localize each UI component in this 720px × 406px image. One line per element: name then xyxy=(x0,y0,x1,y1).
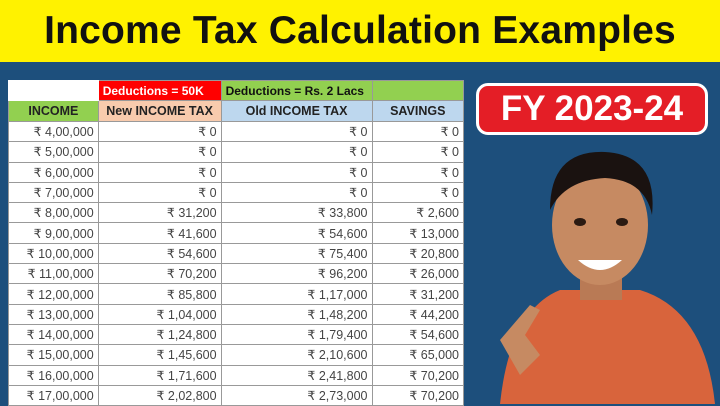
income-cell: ₹ 16,00,000 xyxy=(8,364,99,386)
new-tax-cell: ₹ 0 xyxy=(97,161,222,183)
old-tax-cell: ₹ 54,600 xyxy=(220,222,373,244)
new-tax-cell: ₹ 54,600 xyxy=(97,242,222,265)
presenter-photo xyxy=(500,151,715,404)
hair xyxy=(550,151,653,215)
new-tax-cell: ₹ 41,600 xyxy=(97,222,222,244)
income-cell: ₹ 13,00,000 xyxy=(8,303,99,325)
income-cell: ₹ 9,00,000 xyxy=(8,222,99,244)
new-tax-cell: ₹ 85,800 xyxy=(97,283,222,305)
old-tax-cell: ₹ 2,41,800 xyxy=(220,364,373,386)
income-cell: ₹ 17,00,000 xyxy=(8,384,99,406)
header-income: INCOME xyxy=(8,100,99,122)
table-row: ₹ 6,00,000 ₹ 0 ₹ 0 ₹ 0 xyxy=(8,161,464,183)
table-row: ₹ 9,00,000 ₹ 41,600 ₹ 54,600 ₹ 13,000 xyxy=(8,222,464,244)
savings-cell: ₹ 70,200 xyxy=(371,384,464,406)
title-banner: Income Tax Calculation Examples xyxy=(0,0,720,62)
savings-cell: ₹ 0 xyxy=(371,120,464,143)
new-tax-cell: ₹ 70,200 xyxy=(97,263,222,285)
old-tax-cell: ₹ 2,73,000 xyxy=(220,384,373,406)
new-tax-cell: ₹ 0 xyxy=(97,181,222,204)
fy-badge: FY 2023-24 xyxy=(476,83,708,135)
savings-cell: ₹ 70,200 xyxy=(371,364,464,386)
header-old-tax: Old INCOME TAX xyxy=(220,100,373,122)
savings-cell: ₹ 65,000 xyxy=(371,344,464,366)
income-cell: ₹ 6,00,000 xyxy=(8,161,99,183)
old-tax-cell: ₹ 0 xyxy=(220,161,373,183)
old-tax-cell: ₹ 1,79,400 xyxy=(220,323,373,346)
new-tax-cell: ₹ 1,04,000 xyxy=(97,303,222,325)
old-tax-cell: ₹ 0 xyxy=(220,181,373,204)
header-row: INCOME New INCOME TAX Old INCOME TAX SAV… xyxy=(8,100,464,122)
savings-cell: ₹ 44,200 xyxy=(371,303,464,325)
header-new-tax: New INCOME TAX xyxy=(97,100,222,122)
new-tax-cell: ₹ 31,200 xyxy=(97,202,222,224)
header-savings: SAVINGS xyxy=(371,100,464,122)
savings-cell: ₹ 26,000 xyxy=(371,263,464,285)
old-tax-cell: ₹ 0 xyxy=(220,141,373,163)
new-tax-cell: ₹ 1,71,600 xyxy=(97,364,222,386)
new-tax-cell: ₹ 1,45,600 xyxy=(97,344,222,366)
shirt xyxy=(500,290,715,404)
savings-cell: ₹ 31,200 xyxy=(371,283,464,305)
pointing-hand xyxy=(500,305,540,375)
savings-cell: ₹ 20,800 xyxy=(371,242,464,265)
new-tax-cell: ₹ 0 xyxy=(97,120,222,143)
new-tax-cell: ₹ 2,02,800 xyxy=(97,384,222,406)
old-tax-cell: ₹ 1,17,000 xyxy=(220,283,373,305)
savings-cell: ₹ 0 xyxy=(371,181,464,204)
savings-cell: ₹ 0 xyxy=(371,141,464,163)
old-tax-cell: ₹ 2,10,600 xyxy=(220,344,373,366)
page-title: Income Tax Calculation Examples xyxy=(44,9,676,52)
income-cell: ₹ 15,00,000 xyxy=(8,344,99,366)
old-tax-cell: ₹ 0 xyxy=(220,120,373,143)
table-row: ₹ 17,00,000 ₹ 2,02,800 ₹ 2,73,000 ₹ 70,200 xyxy=(8,384,464,406)
table-row: ₹ 5,00,000 ₹ 0 ₹ 0 ₹ 0 xyxy=(8,141,464,163)
income-cell: ₹ 8,00,000 xyxy=(8,202,99,224)
table-row: ₹ 14,00,000 ₹ 1,24,800 ₹ 1,79,400 ₹ 54,600 xyxy=(8,323,464,346)
table-row: ₹ 4,00,000 ₹ 0 ₹ 0 ₹ 0 xyxy=(8,120,464,143)
blank-green-cell xyxy=(371,80,464,101)
table-row: ₹ 10,00,000 ₹ 54,600 ₹ 75,400 ₹ 20,800 xyxy=(8,242,464,265)
old-tax-cell: ₹ 33,800 xyxy=(220,202,373,224)
old-tax-cell: ₹ 96,200 xyxy=(220,263,373,285)
new-tax-cell: ₹ 0 xyxy=(97,141,222,163)
income-cell: ₹ 7,00,000 xyxy=(8,181,99,204)
deductions-row: Deductions = 50K Deductions = Rs. 2 Lacs xyxy=(8,80,464,101)
table-row: ₹ 13,00,000 ₹ 1,04,000 ₹ 1,48,200 ₹ 44,200 xyxy=(8,303,464,325)
table-row: ₹ 7,00,000 ₹ 0 ₹ 0 ₹ 0 xyxy=(8,181,464,204)
income-cell: ₹ 10,00,000 xyxy=(8,242,99,265)
savings-cell: ₹ 2,600 xyxy=(371,202,464,224)
table-row: ₹ 8,00,000 ₹ 31,200 ₹ 33,800 ₹ 2,600 xyxy=(8,202,464,224)
blank-cell xyxy=(8,80,99,101)
table-row: ₹ 16,00,000 ₹ 1,71,600 ₹ 2,41,800 ₹ 70,200 xyxy=(8,364,464,386)
savings-cell: ₹ 54,600 xyxy=(371,323,464,346)
face xyxy=(552,165,648,285)
table-row: ₹ 11,00,000 ₹ 70,200 ₹ 96,200 ₹ 26,000 xyxy=(8,263,464,285)
old-tax-cell: ₹ 1,48,200 xyxy=(220,303,373,325)
savings-cell: ₹ 0 xyxy=(371,161,464,183)
income-cell: ₹ 12,00,000 xyxy=(8,283,99,305)
tax-table: Deductions = 50K Deductions = Rs. 2 Lacs… xyxy=(8,80,464,406)
income-cell: ₹ 11,00,000 xyxy=(8,263,99,285)
savings-cell: ₹ 13,000 xyxy=(371,222,464,244)
deductions-old: Deductions = Rs. 2 Lacs xyxy=(220,80,373,101)
table-row: ₹ 15,00,000 ₹ 1,45,600 ₹ 2,10,600 ₹ 65,000 xyxy=(8,344,464,366)
old-tax-cell: ₹ 75,400 xyxy=(220,242,373,265)
income-cell: ₹ 5,00,000 xyxy=(8,141,99,163)
smile xyxy=(578,260,622,270)
table-row: ₹ 12,00,000 ₹ 85,800 ₹ 1,17,000 ₹ 31,200 xyxy=(8,283,464,305)
new-tax-cell: ₹ 1,24,800 xyxy=(97,323,222,346)
income-cell: ₹ 14,00,000 xyxy=(8,323,99,346)
income-cell: ₹ 4,00,000 xyxy=(8,120,99,143)
deductions-new: Deductions = 50K xyxy=(97,80,222,101)
